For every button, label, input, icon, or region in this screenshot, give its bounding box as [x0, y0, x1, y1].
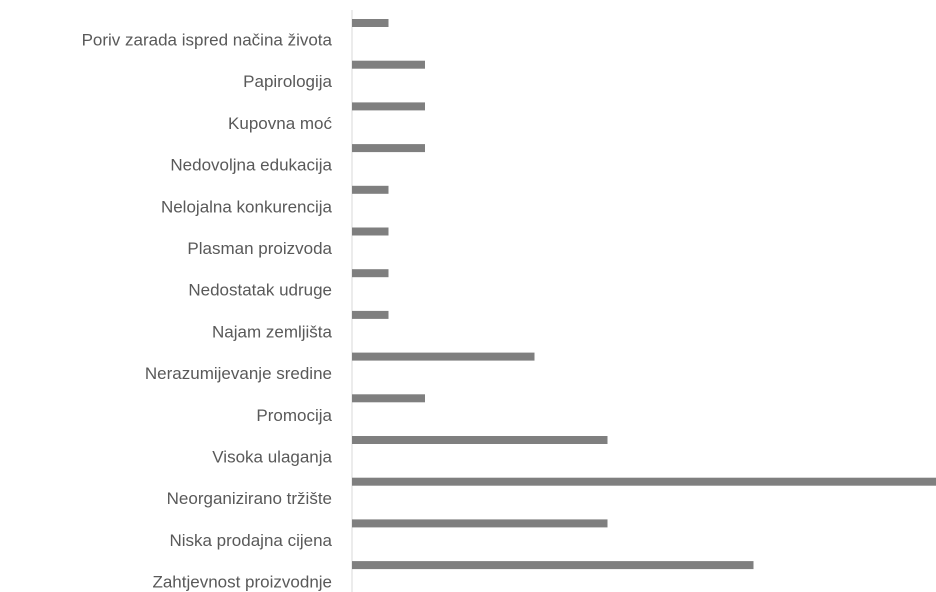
y-tick-label: Poriv zarada ispred načina života [82, 30, 333, 49]
y-tick-label: Promocija [256, 406, 332, 425]
y-tick-label: Papirologija [243, 72, 332, 91]
bar [352, 519, 608, 528]
bar [352, 19, 389, 27]
bar [352, 102, 425, 111]
bar [352, 394, 425, 403]
y-tick-label: Niska prodajna cijena [169, 531, 332, 550]
bar [352, 227, 389, 236]
y-tick-label: Nedostatak udruge [188, 281, 332, 300]
bar [352, 269, 389, 278]
bar [352, 60, 425, 69]
y-tick-label: Neorganizirano tržište [167, 489, 332, 508]
y-tick-label: Plasman proizvoda [187, 239, 332, 258]
y-tick-label: Zahtjevnost proizvodnje [152, 573, 332, 592]
y-tick-label: Najam zemljišta [212, 322, 333, 341]
bar [352, 477, 936, 486]
bar [352, 561, 754, 570]
y-tick-label: Nerazumijevanje sredine [145, 364, 332, 383]
bar [352, 436, 608, 444]
y-tick-label: Kupovna moć [228, 114, 332, 133]
y-tick-label: Nedovoljna edukacija [170, 156, 332, 175]
bar [352, 144, 425, 153]
bar [352, 310, 389, 319]
bar [352, 185, 389, 194]
y-tick-label: Visoka ulaganja [212, 447, 332, 466]
bar [352, 352, 535, 361]
y-tick-label: Nelojalna konkurencija [161, 197, 333, 216]
